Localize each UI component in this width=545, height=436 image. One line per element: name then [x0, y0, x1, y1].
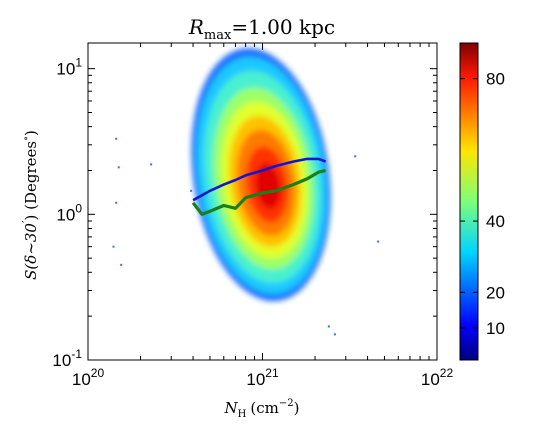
x-tick-label-2: 1022: [421, 366, 454, 389]
y-axis-label: S(δ∼30′) (Degrees∘): [20, 130, 40, 280]
y-tick-label-0: 10-1: [52, 347, 82, 370]
density-heatmap: [191, 48, 331, 302]
colorbar-tick-label-2: 40: [486, 212, 505, 231]
outlier-point-3: [112, 245, 115, 248]
outlier-point-7: [327, 325, 330, 328]
outlier-point-5: [150, 163, 153, 166]
outlier-point-8: [354, 155, 357, 158]
series-line-1: [191, 168, 326, 216]
colorbar-tick-label-0: 10: [486, 319, 505, 338]
colorbar-tick-label-3: 80: [486, 70, 505, 89]
colorbar-tick-label-1: 20: [486, 283, 505, 302]
y-tick-label-2: 101: [56, 56, 82, 79]
density-blob: [191, 48, 331, 302]
outlier-point-4: [120, 263, 123, 266]
y-axis-ticks: 10-1 100 101: [52, 56, 437, 370]
outlier-point-9: [377, 240, 380, 243]
outlier-point-10: [190, 189, 193, 192]
outlier-point-6: [333, 333, 336, 336]
outlier-point-0: [115, 137, 118, 140]
outlier-point-1: [117, 166, 120, 169]
density-level-8: [255, 163, 281, 209]
x-axis-ticks: 1020 1021 1022: [72, 43, 454, 389]
colorbar-ticks: 10 20 40 80: [460, 70, 505, 338]
outlier-points: [112, 137, 380, 336]
colorbar: [459, 42, 479, 361]
chart-title: Rmax=1.00 kpc: [188, 15, 335, 43]
series-lines: [191, 157, 327, 216]
x-tick-label-1: 1021: [246, 366, 279, 389]
series-line-0: [192, 157, 327, 202]
y-tick-label-1: 100: [56, 201, 82, 224]
outlier-point-2: [115, 201, 118, 204]
x-axis-label: NH (cm−2): [224, 398, 300, 420]
x-tick-label-0: 1020: [72, 366, 105, 389]
